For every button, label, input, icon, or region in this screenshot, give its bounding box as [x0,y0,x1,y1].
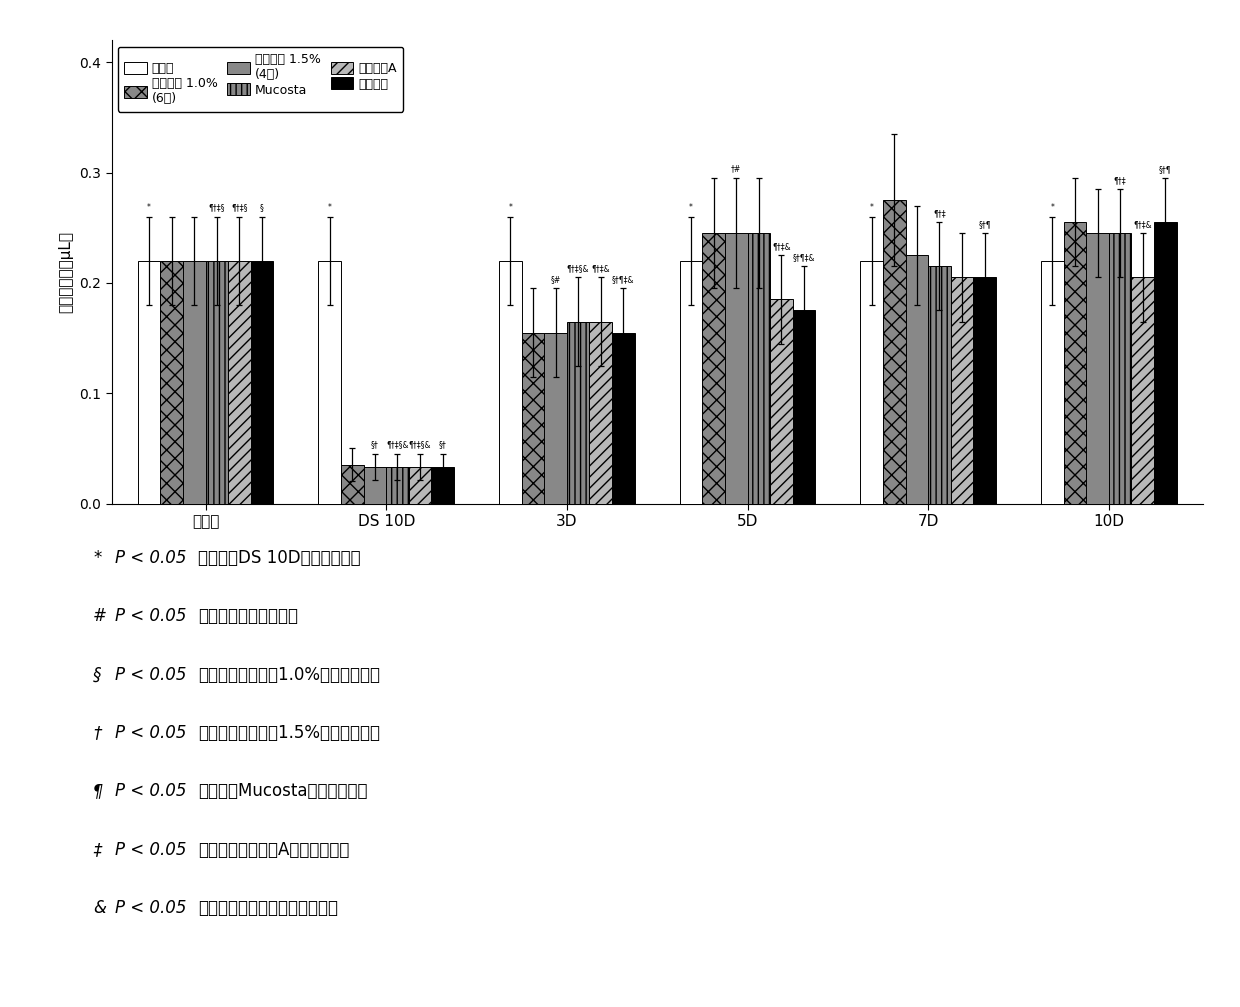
Text: §†: §† [439,440,446,449]
Bar [184,261,206,504]
Text: §†: §† [371,440,378,449]
Text: P < 0.05: P < 0.05 [115,724,192,742]
Bar [905,256,929,504]
Bar [792,310,815,504]
Text: ¶†‡&: ¶†‡& [773,242,791,251]
Text: *: * [508,203,512,212]
Text: *: * [93,549,102,567]
Text: †: † [93,724,102,742]
Text: ¶†‡: ¶†‡ [934,208,946,218]
Text: ¶†‡§: ¶†‡§ [231,203,248,212]
Text: 对应于，溶媒组中的値: 对应于，溶媒组中的値 [198,607,299,625]
Text: ¶†‡&: ¶†‡& [1133,220,1152,229]
Bar [929,267,951,504]
Text: ¶†‡: ¶†‡ [1114,176,1126,184]
Text: #: # [93,607,107,625]
Bar [522,332,544,504]
Bar [1131,277,1154,504]
Bar [138,261,160,504]
Text: ¶: ¶ [93,782,104,801]
Text: ¶†‡§&: ¶†‡§& [409,440,432,449]
Text: §: § [260,203,264,212]
Bar [1064,223,1086,504]
Text: §†¶‡&: §†¶‡& [792,253,815,262]
Text: ¶†‡§&: ¶†‡§& [567,264,589,273]
Bar [1154,223,1177,504]
Text: P < 0.05: P < 0.05 [115,607,192,625]
Text: ¶†‡§: ¶†‡§ [208,203,226,212]
Bar [432,467,454,504]
Bar [206,261,228,504]
Text: 对应于，环孢菌素A处理组中的値: 对应于，环孢菌素A处理组中的値 [198,841,350,859]
Text: 对应于，Mucosta处理组中的値: 对应于，Mucosta处理组中的値 [198,782,368,801]
Bar [861,261,883,504]
Bar [160,261,184,504]
Text: *: * [869,203,874,212]
Bar [748,234,770,504]
Bar [544,332,567,504]
Bar [1086,234,1109,504]
Y-axis label: 泪液生成量（μL）: 泪液生成量（μL） [58,231,73,313]
Text: §†¶: §†¶ [978,220,991,229]
Text: 对应于，DS 10D组中的对应値: 对应于，DS 10D组中的对应値 [198,549,361,567]
Bar [702,234,725,504]
Text: *: * [1050,203,1054,212]
Bar [725,234,748,504]
Text: *: * [689,203,693,212]
Text: *: * [327,203,331,212]
Text: ¶†‡§&: ¶†‡§& [386,440,409,449]
Text: §: § [93,666,102,684]
Text: 对应于，地夸磷索处理组中的値: 对应于，地夸磷索处理组中的値 [198,899,339,917]
Text: P < 0.05: P < 0.05 [115,841,192,859]
Bar [1042,261,1064,504]
Text: P < 0.05: P < 0.05 [115,666,192,684]
Text: P < 0.05: P < 0.05 [115,899,192,917]
Bar [341,465,363,504]
Bar [589,321,613,504]
Text: P < 0.05: P < 0.05 [115,782,192,801]
Text: §†¶: §†¶ [1159,165,1172,174]
Bar [409,467,432,504]
Bar [319,261,341,504]
Bar [951,277,973,504]
Text: 对应于，瑞巴派特1.5%处理组中的値: 对应于，瑞巴派特1.5%处理组中的値 [198,724,381,742]
Text: 对应于，瑞巴派特1.0%处理组中的値: 对应于，瑞巴派特1.0%处理组中的値 [198,666,381,684]
Text: ‡: ‡ [93,841,102,859]
Text: †#: †# [732,165,742,174]
Text: P < 0.05: P < 0.05 [115,549,192,567]
Bar [567,321,589,504]
Bar [883,200,905,504]
Text: &: & [93,899,105,917]
Bar [386,467,409,504]
Bar [770,299,792,504]
Bar [613,332,635,504]
Bar [500,261,522,504]
Legend: 溶媒组, 瑞巴派特 1.0%
(6次), 瑞巴派特 1.5%
(4次), Mucosta, 环孢菌素A, 地夸磷索: 溶媒组, 瑞巴派特 1.0% (6次), 瑞巴派特 1.5% (4次), Muc… [118,46,403,112]
Bar [250,261,273,504]
Text: *: * [148,203,151,212]
Text: §#: §# [551,275,560,284]
Bar [680,261,702,504]
Text: ¶†‡&: ¶†‡& [591,264,610,273]
Bar [973,277,996,504]
Bar [228,261,250,504]
Text: §†¶‡&: §†¶‡& [613,275,635,284]
Bar [363,467,386,504]
Bar [1109,234,1131,504]
